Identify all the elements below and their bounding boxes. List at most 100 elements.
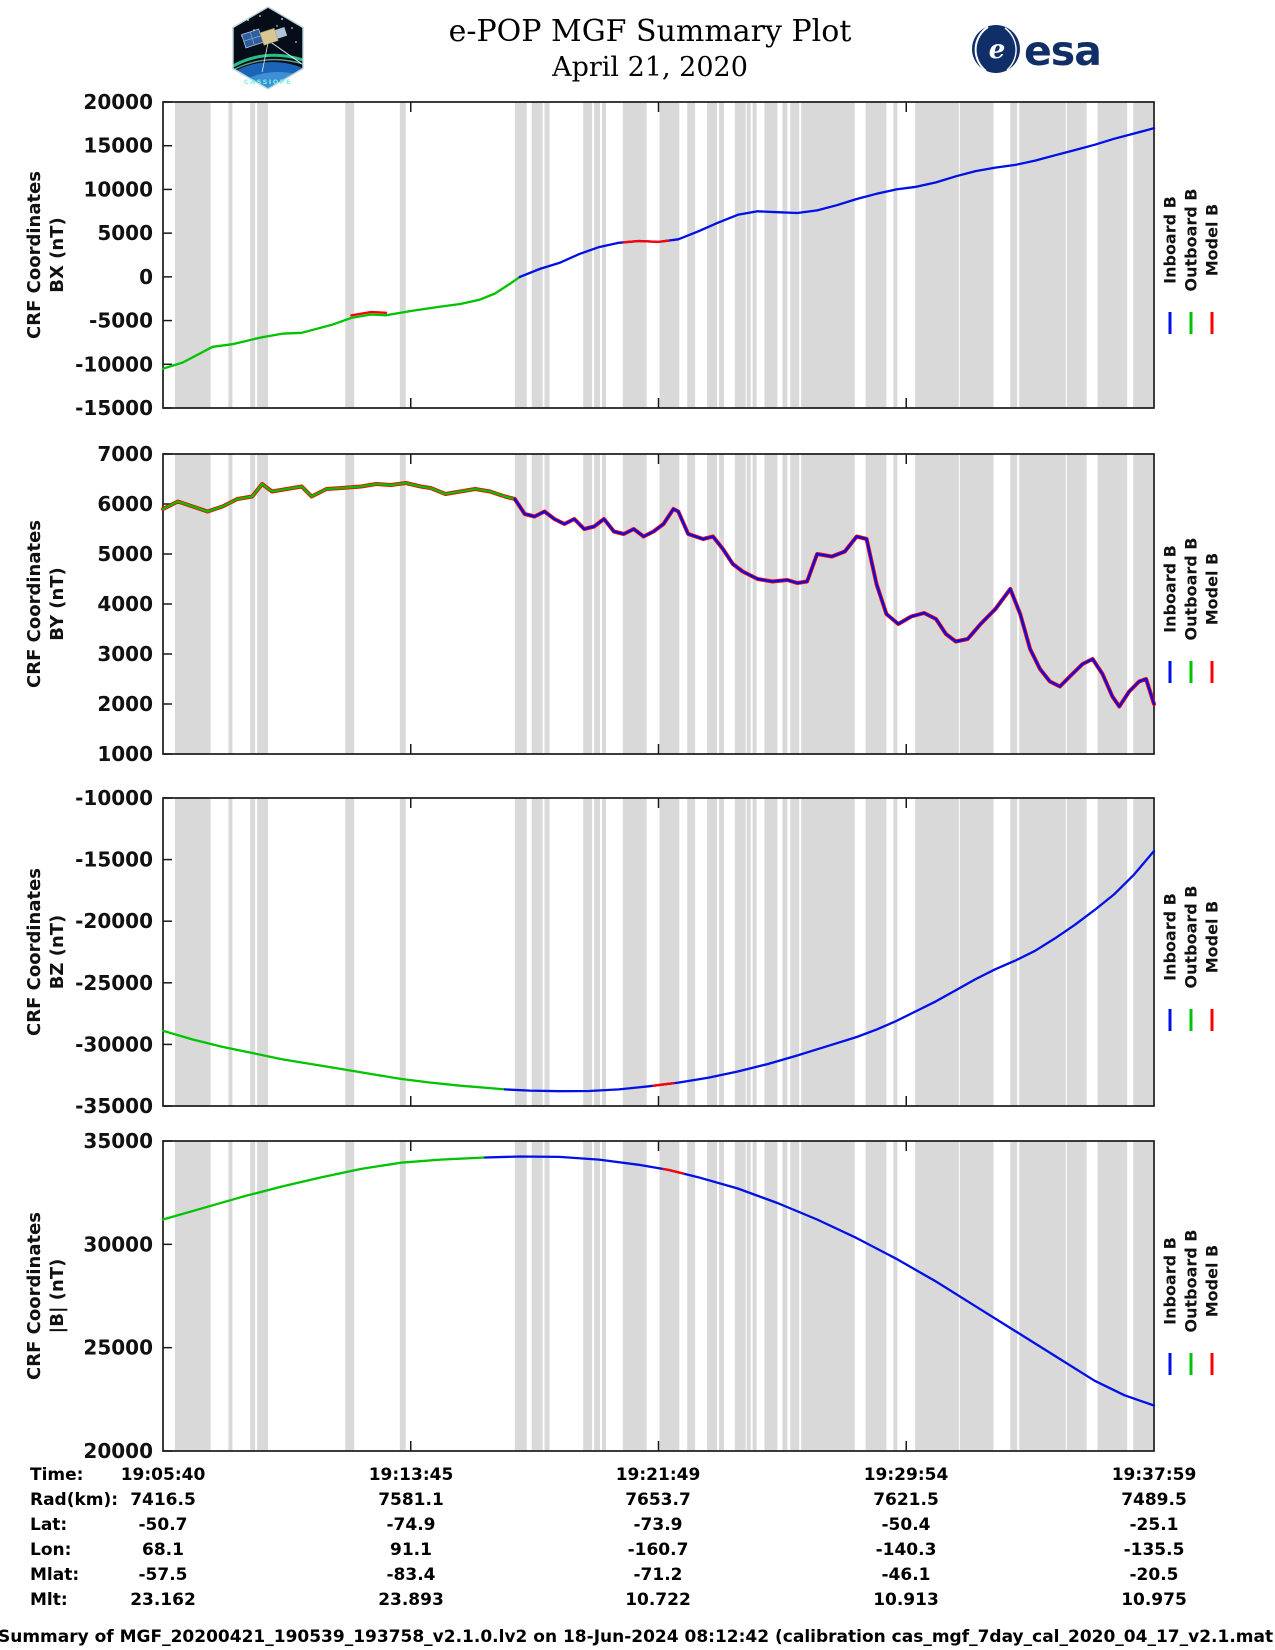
table-cell: -71.2 xyxy=(633,1565,683,1585)
table-cell: -74.9 xyxy=(386,1515,436,1535)
cassiope-mission-patch-logo: CASSIOPE xyxy=(232,6,304,90)
legend-dash xyxy=(1210,1009,1214,1031)
table-row-label: Mlat: xyxy=(30,1565,80,1585)
bx-legend: Inboard B Outboard B Model B xyxy=(1160,101,1255,409)
table-cell: -57.5 xyxy=(138,1565,188,1585)
legend-label: Outboard B xyxy=(1181,188,1201,292)
table-cell: -25.1 xyxy=(1129,1515,1179,1535)
bx-chart: 20000 15000 10000 5000 0 -5000 -10000 -15000 xyxy=(75,90,1156,420)
panel-by: 7000 6000 5000 4000 3000 2000 1000 CRF Coordin… xyxy=(0,442,1275,766)
table-cell: 19:37:59 xyxy=(1111,1465,1197,1485)
legend-label: Model B xyxy=(1202,900,1222,974)
table-row: Time: 19:05:40 19:13:45 19:21:49 19:29:54 19:… xyxy=(0,1465,1275,1487)
table-cell: 23.162 xyxy=(130,1590,196,1610)
table-cell: 10.722 xyxy=(625,1590,691,1610)
legend-dash xyxy=(1168,312,1172,334)
table-cell: 7489.5 xyxy=(1121,1490,1187,1510)
table-cell: -73.9 xyxy=(633,1515,683,1535)
table-cell: 19:21:49 xyxy=(615,1465,701,1485)
svg-text:-15000: -15000 xyxy=(75,848,153,872)
footer-caption: Summary of MGF_20200421_190539_193758_v2… xyxy=(0,1627,1275,1647)
svg-text:4000: 4000 xyxy=(97,592,153,616)
table-cell: -160.7 xyxy=(627,1540,689,1560)
esa-globe-icon xyxy=(972,25,1020,73)
legend-label: Model B xyxy=(1202,203,1222,277)
table-cell: 68.1 xyxy=(142,1540,184,1560)
svg-text:-5000: -5000 xyxy=(89,309,153,333)
plot-date: April 21, 2020 xyxy=(552,52,748,83)
svg-text:7000: 7000 xyxy=(97,442,153,466)
legend-dash xyxy=(1168,1353,1172,1375)
table-cell: 7653.7 xyxy=(625,1490,691,1510)
legend-dash xyxy=(1168,661,1172,683)
legend-label: Outboard B xyxy=(1181,537,1201,641)
legend-dash xyxy=(1210,661,1214,683)
table-row-label: Lon: xyxy=(30,1540,72,1560)
svg-text:30000: 30000 xyxy=(83,1232,153,1256)
table-cell: -46.1 xyxy=(881,1565,931,1585)
table-cell: -50.7 xyxy=(138,1515,188,1535)
table-cell: 19:29:54 xyxy=(863,1465,949,1485)
svg-text:-20000: -20000 xyxy=(75,909,153,933)
table-cell: -135.5 xyxy=(1123,1540,1185,1560)
svg-text:6000: 6000 xyxy=(97,492,153,516)
table-cell: 7581.1 xyxy=(378,1490,444,1510)
bx-y-axis-label: CRF Coordinates BX (nT) xyxy=(24,171,68,339)
svg-text:1000: 1000 xyxy=(97,742,153,766)
panel-bx: 20000 15000 10000 5000 0 -5000 -10000 -15000 CR… xyxy=(0,90,1275,420)
table-row-label: Rad(km): xyxy=(30,1490,119,1510)
patch-border xyxy=(232,6,304,90)
esa-logo: e esa xyxy=(966,25,1102,75)
table-row: Lon: 68.1 91.1 -160.7 -140.3 -135.5 xyxy=(0,1540,1275,1562)
panel-bz: -10000 -15000 -20000 -25000 -30000 -35000 CRF… xyxy=(0,786,1275,1118)
by-chart: 7000 6000 5000 4000 3000 2000 1000 xyxy=(97,442,1156,766)
svg-text:-30000: -30000 xyxy=(75,1032,153,1056)
svg-text:-25000: -25000 xyxy=(75,971,153,995)
legend-label: Model B xyxy=(1202,1244,1222,1318)
svg-text:e: e xyxy=(989,35,1006,65)
legend-label: Outboard B xyxy=(1181,885,1201,989)
table-cell: -50.4 xyxy=(881,1515,931,1535)
svg-text:0: 0 xyxy=(139,265,153,289)
svg-text:15000: 15000 xyxy=(83,134,153,158)
svg-text:-10000: -10000 xyxy=(75,352,153,376)
table-cell: 23.893 xyxy=(378,1590,444,1610)
svg-text:-15000: -15000 xyxy=(75,396,153,420)
svg-text:5000: 5000 xyxy=(97,542,153,566)
table-cell: -20.5 xyxy=(1129,1565,1179,1585)
table-cell: -83.4 xyxy=(386,1565,436,1585)
plot-title: e-POP MGF Summary Plot xyxy=(448,14,852,49)
legend-dash xyxy=(1210,1353,1214,1375)
btot-legend: Inboard B Outboard B Model B xyxy=(1160,1140,1255,1452)
table-row: Mlat: -57.5 -83.4 -71.2 -46.1 -20.5 xyxy=(0,1565,1275,1587)
table-row-label: Mlt: xyxy=(30,1590,68,1610)
table-row: Rad(km): 7416.5 7581.1 7653.7 7621.5 7489.5 xyxy=(0,1490,1275,1512)
btot-y-axis-label: CRF Coordinates |B| (nT) xyxy=(24,1212,68,1380)
panel-btot: 35000 30000 25000 20000 CRF Coordinates |B| … xyxy=(0,1129,1275,1463)
bz-y-axis-label: CRF Coordinates BZ (nT) xyxy=(24,868,68,1036)
table-cell: 19:13:45 xyxy=(368,1465,454,1485)
legend-dash xyxy=(1189,1009,1193,1031)
patch-satellite xyxy=(241,27,302,73)
table-row: Lat: -50.7 -74.9 -73.9 -50.4 -25.1 xyxy=(0,1515,1275,1537)
legend-dash xyxy=(1168,1009,1172,1031)
legend-label: Inboard B xyxy=(1160,893,1180,981)
table-row-label: Time: xyxy=(30,1465,84,1485)
legend-label: Model B xyxy=(1202,552,1222,626)
table-cell: -140.3 xyxy=(875,1540,937,1560)
patch-aurora xyxy=(233,53,303,68)
table-row: Mlt: 23.162 23.893 10.722 10.913 10.975 xyxy=(0,1590,1275,1612)
table-cell: 10.913 xyxy=(873,1590,939,1610)
svg-text:2000: 2000 xyxy=(97,692,153,716)
svg-text:20000: 20000 xyxy=(83,90,153,114)
legend-label: Inboard B xyxy=(1160,1237,1180,1325)
table-cell: 91.1 xyxy=(390,1540,432,1560)
svg-text:-35000: -35000 xyxy=(75,1094,153,1118)
svg-text:25000: 25000 xyxy=(83,1336,153,1360)
table-row-label: Lat: xyxy=(30,1515,68,1535)
table-cell: 10.975 xyxy=(1121,1590,1187,1610)
cassiope-label: CASSIOPE xyxy=(244,78,292,86)
legend-dash xyxy=(1210,312,1214,334)
legend-label: Inboard B xyxy=(1160,545,1180,633)
legend-label: Outboard B xyxy=(1181,1229,1201,1333)
